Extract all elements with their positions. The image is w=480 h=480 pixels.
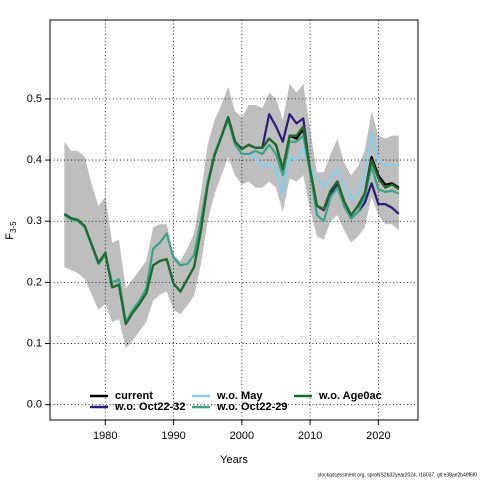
y-tick-label: 0.0 [27,399,42,411]
y-axis-label-group: F 3-5 [4,221,18,240]
plot-frame [49,19,419,421]
x-tick-label: 1980 [93,430,117,442]
footer: stockassessment.org, spraNS2b32year2024,… [317,472,477,478]
y-tick-label: 0.4 [27,154,42,166]
legend-label: w.o. Oct22-29 [216,401,288,413]
y-axis-label-subscript: 3-5 [9,221,18,233]
y-axis-label: F [4,233,16,240]
x-axis-label: Years [220,454,248,466]
y-tick-label: 0.2 [27,276,42,288]
legend-label: w.o. May [216,390,263,402]
legend-label: w.o. Age0ac [318,390,382,402]
x-tick-label: 1990 [161,430,185,442]
y-tick-label: 0.1 [27,337,42,349]
y-tick-label: 0.3 [27,215,42,227]
y-tick-label: 0.5 [27,93,42,105]
x-tick-label: 2000 [230,430,254,442]
legend-label: current [115,390,153,402]
x-tick-label: 2020 [366,430,390,442]
series-line [63,116,400,326]
legend-label: w.o. Oct22-32 [114,401,186,413]
x-tick-label: 2010 [298,430,322,442]
